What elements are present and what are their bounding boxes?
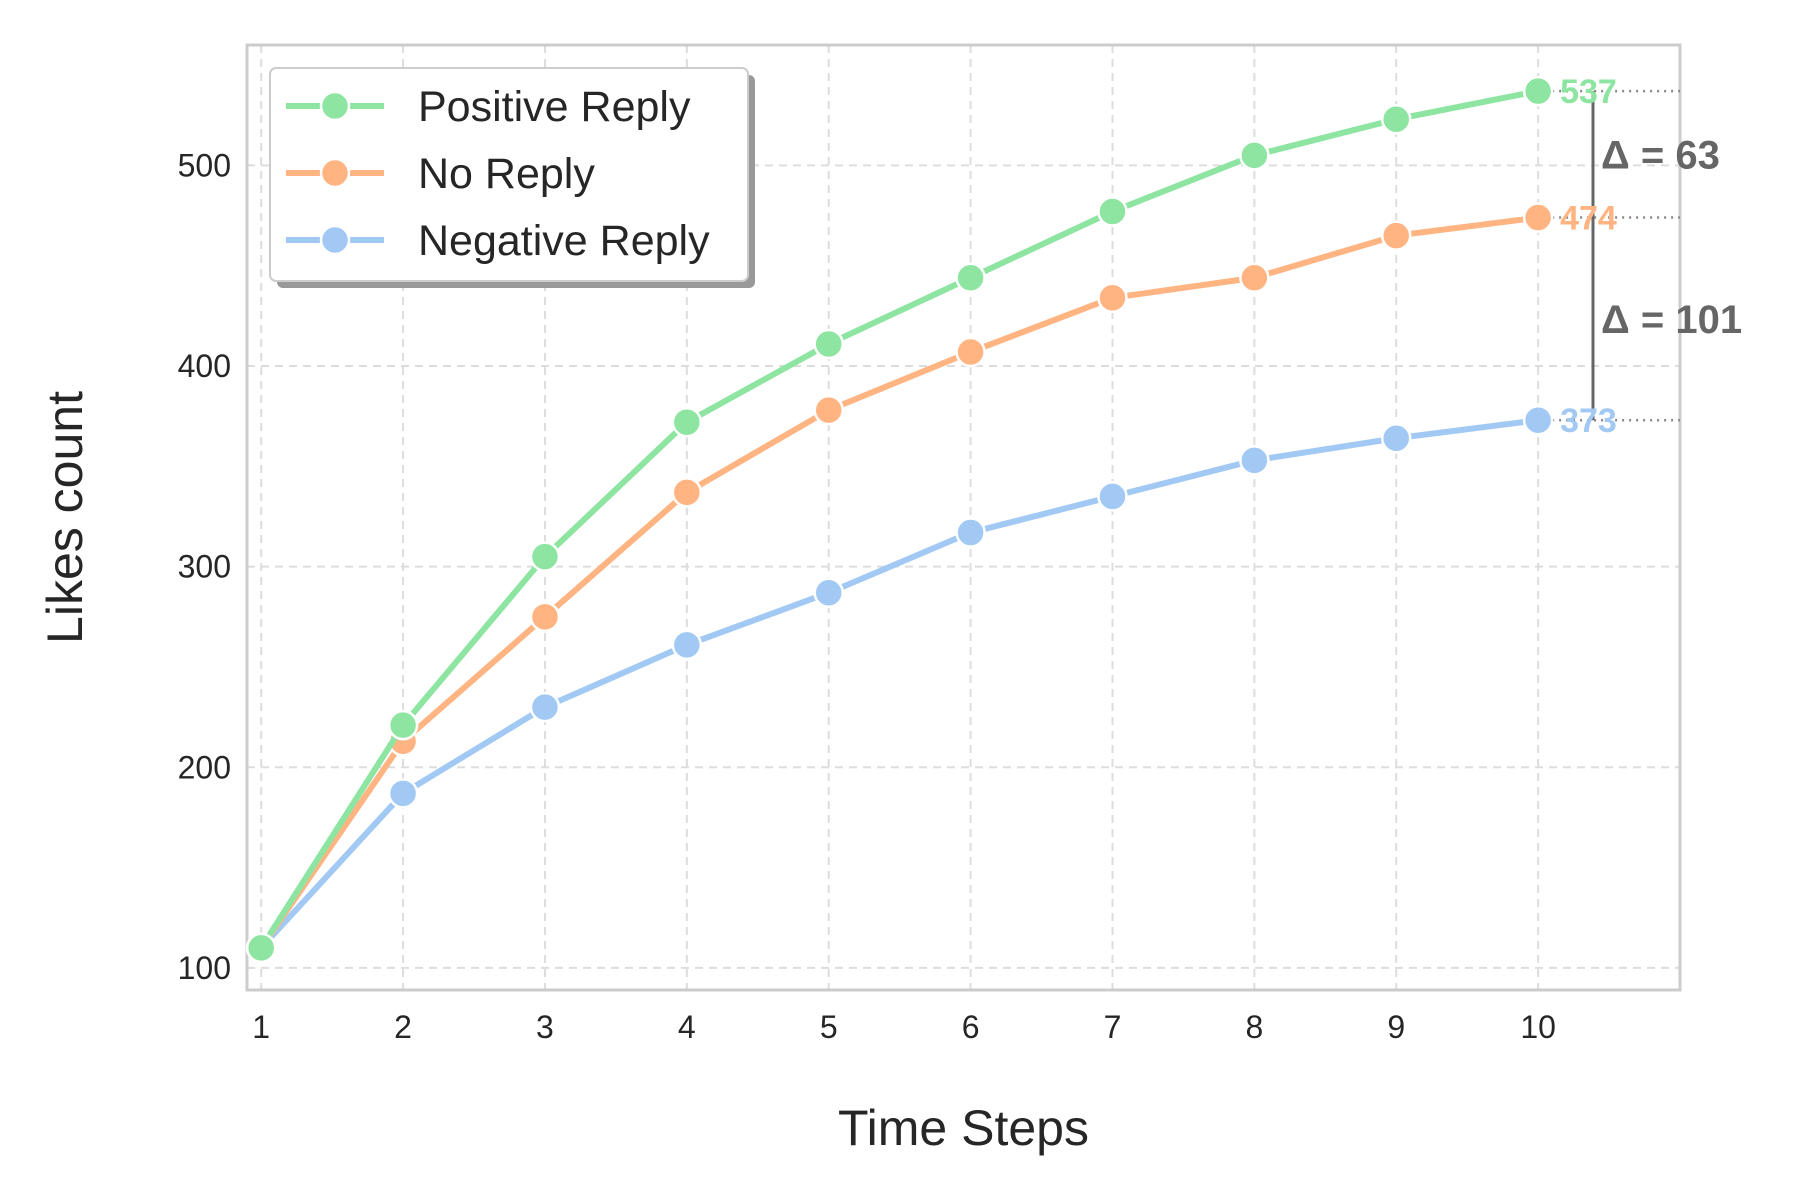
data-point (1380, 103, 1412, 135)
data-point (1097, 282, 1128, 314)
data-point (529, 691, 561, 723)
data-point (1239, 445, 1270, 476)
x-tick-label: 2 (394, 1009, 412, 1045)
annotations: Δ = 63 Δ = 101 (1538, 89, 1742, 422)
data-point (955, 262, 986, 293)
data-point (1097, 481, 1128, 512)
data-point (529, 541, 561, 572)
data-point (529, 601, 561, 633)
data-point (1239, 262, 1270, 293)
series-line (258, 417, 1542, 951)
legend-label: No Reply (418, 150, 595, 198)
series-line (258, 214, 1542, 951)
data-point (1380, 220, 1412, 251)
legend-item: No Reply (286, 150, 595, 198)
end-value-label: 537 (1560, 73, 1617, 111)
data-point (955, 517, 986, 548)
data-point (1097, 196, 1128, 227)
legend-label: Positive Reply (418, 83, 691, 131)
y-tick-label: 200 (178, 749, 231, 785)
y-tick-label: 500 (178, 147, 231, 183)
delta-annotation: Δ = 63 (1601, 133, 1720, 177)
data-point (671, 629, 703, 661)
x-tick-label: 3 (536, 1009, 554, 1045)
data-point (813, 577, 844, 608)
data-point (955, 336, 986, 368)
y-tick-label: 400 (178, 348, 231, 384)
data-point (1522, 202, 1554, 233)
legend-item: Positive Reply (286, 83, 691, 131)
x-tick-label: 7 (1104, 1009, 1122, 1045)
x-tick-label: 10 (1520, 1009, 1556, 1045)
data-point (1522, 75, 1554, 107)
series (245, 75, 1554, 964)
tick-labels: 1 2 3 4 5 6 7 8 9 10 100 200 300 400 500 (178, 147, 1556, 1045)
legend-marker (319, 157, 351, 189)
x-axis-title: Time Steps (838, 1100, 1089, 1156)
data-point (813, 328, 844, 360)
series-negative-reply (245, 404, 1554, 964)
end-value-label: 474 (1560, 200, 1617, 238)
legend-item: Negative Reply (286, 217, 710, 265)
legend: Positive Reply No Reply Negative Reply (269, 67, 755, 288)
y-axis-title: Likes count (37, 391, 93, 644)
x-tick-label: 4 (678, 1009, 696, 1045)
x-tick-label: 8 (1245, 1009, 1263, 1045)
data-point (671, 406, 703, 438)
plot-frame (245, 43, 1682, 992)
data-point (245, 932, 277, 964)
data-point (1239, 140, 1270, 171)
legend-marker (319, 224, 351, 256)
legend-box (269, 67, 749, 282)
series-positive-reply (245, 75, 1554, 964)
legend-label: Negative Reply (418, 217, 710, 265)
x-tick-label: 9 (1387, 1009, 1405, 1045)
delta-annotation: Δ = 101 (1601, 298, 1742, 342)
x-tick-label: 6 (962, 1009, 980, 1045)
end-value-label: 373 (1560, 402, 1617, 440)
data-point (387, 709, 419, 741)
data-point (387, 778, 419, 809)
y-tick-label: 300 (178, 549, 231, 585)
data-point (671, 477, 703, 508)
x-tick-label: 1 (252, 1009, 270, 1045)
data-point (1380, 422, 1412, 454)
end-labels: 537 474 373 (1560, 73, 1617, 440)
x-tick-label: 5 (820, 1009, 838, 1045)
y-tick-label: 100 (178, 950, 231, 986)
series-line (258, 88, 1542, 951)
legend-marker (319, 90, 351, 122)
data-point (1522, 404, 1554, 436)
data-point (813, 394, 844, 426)
